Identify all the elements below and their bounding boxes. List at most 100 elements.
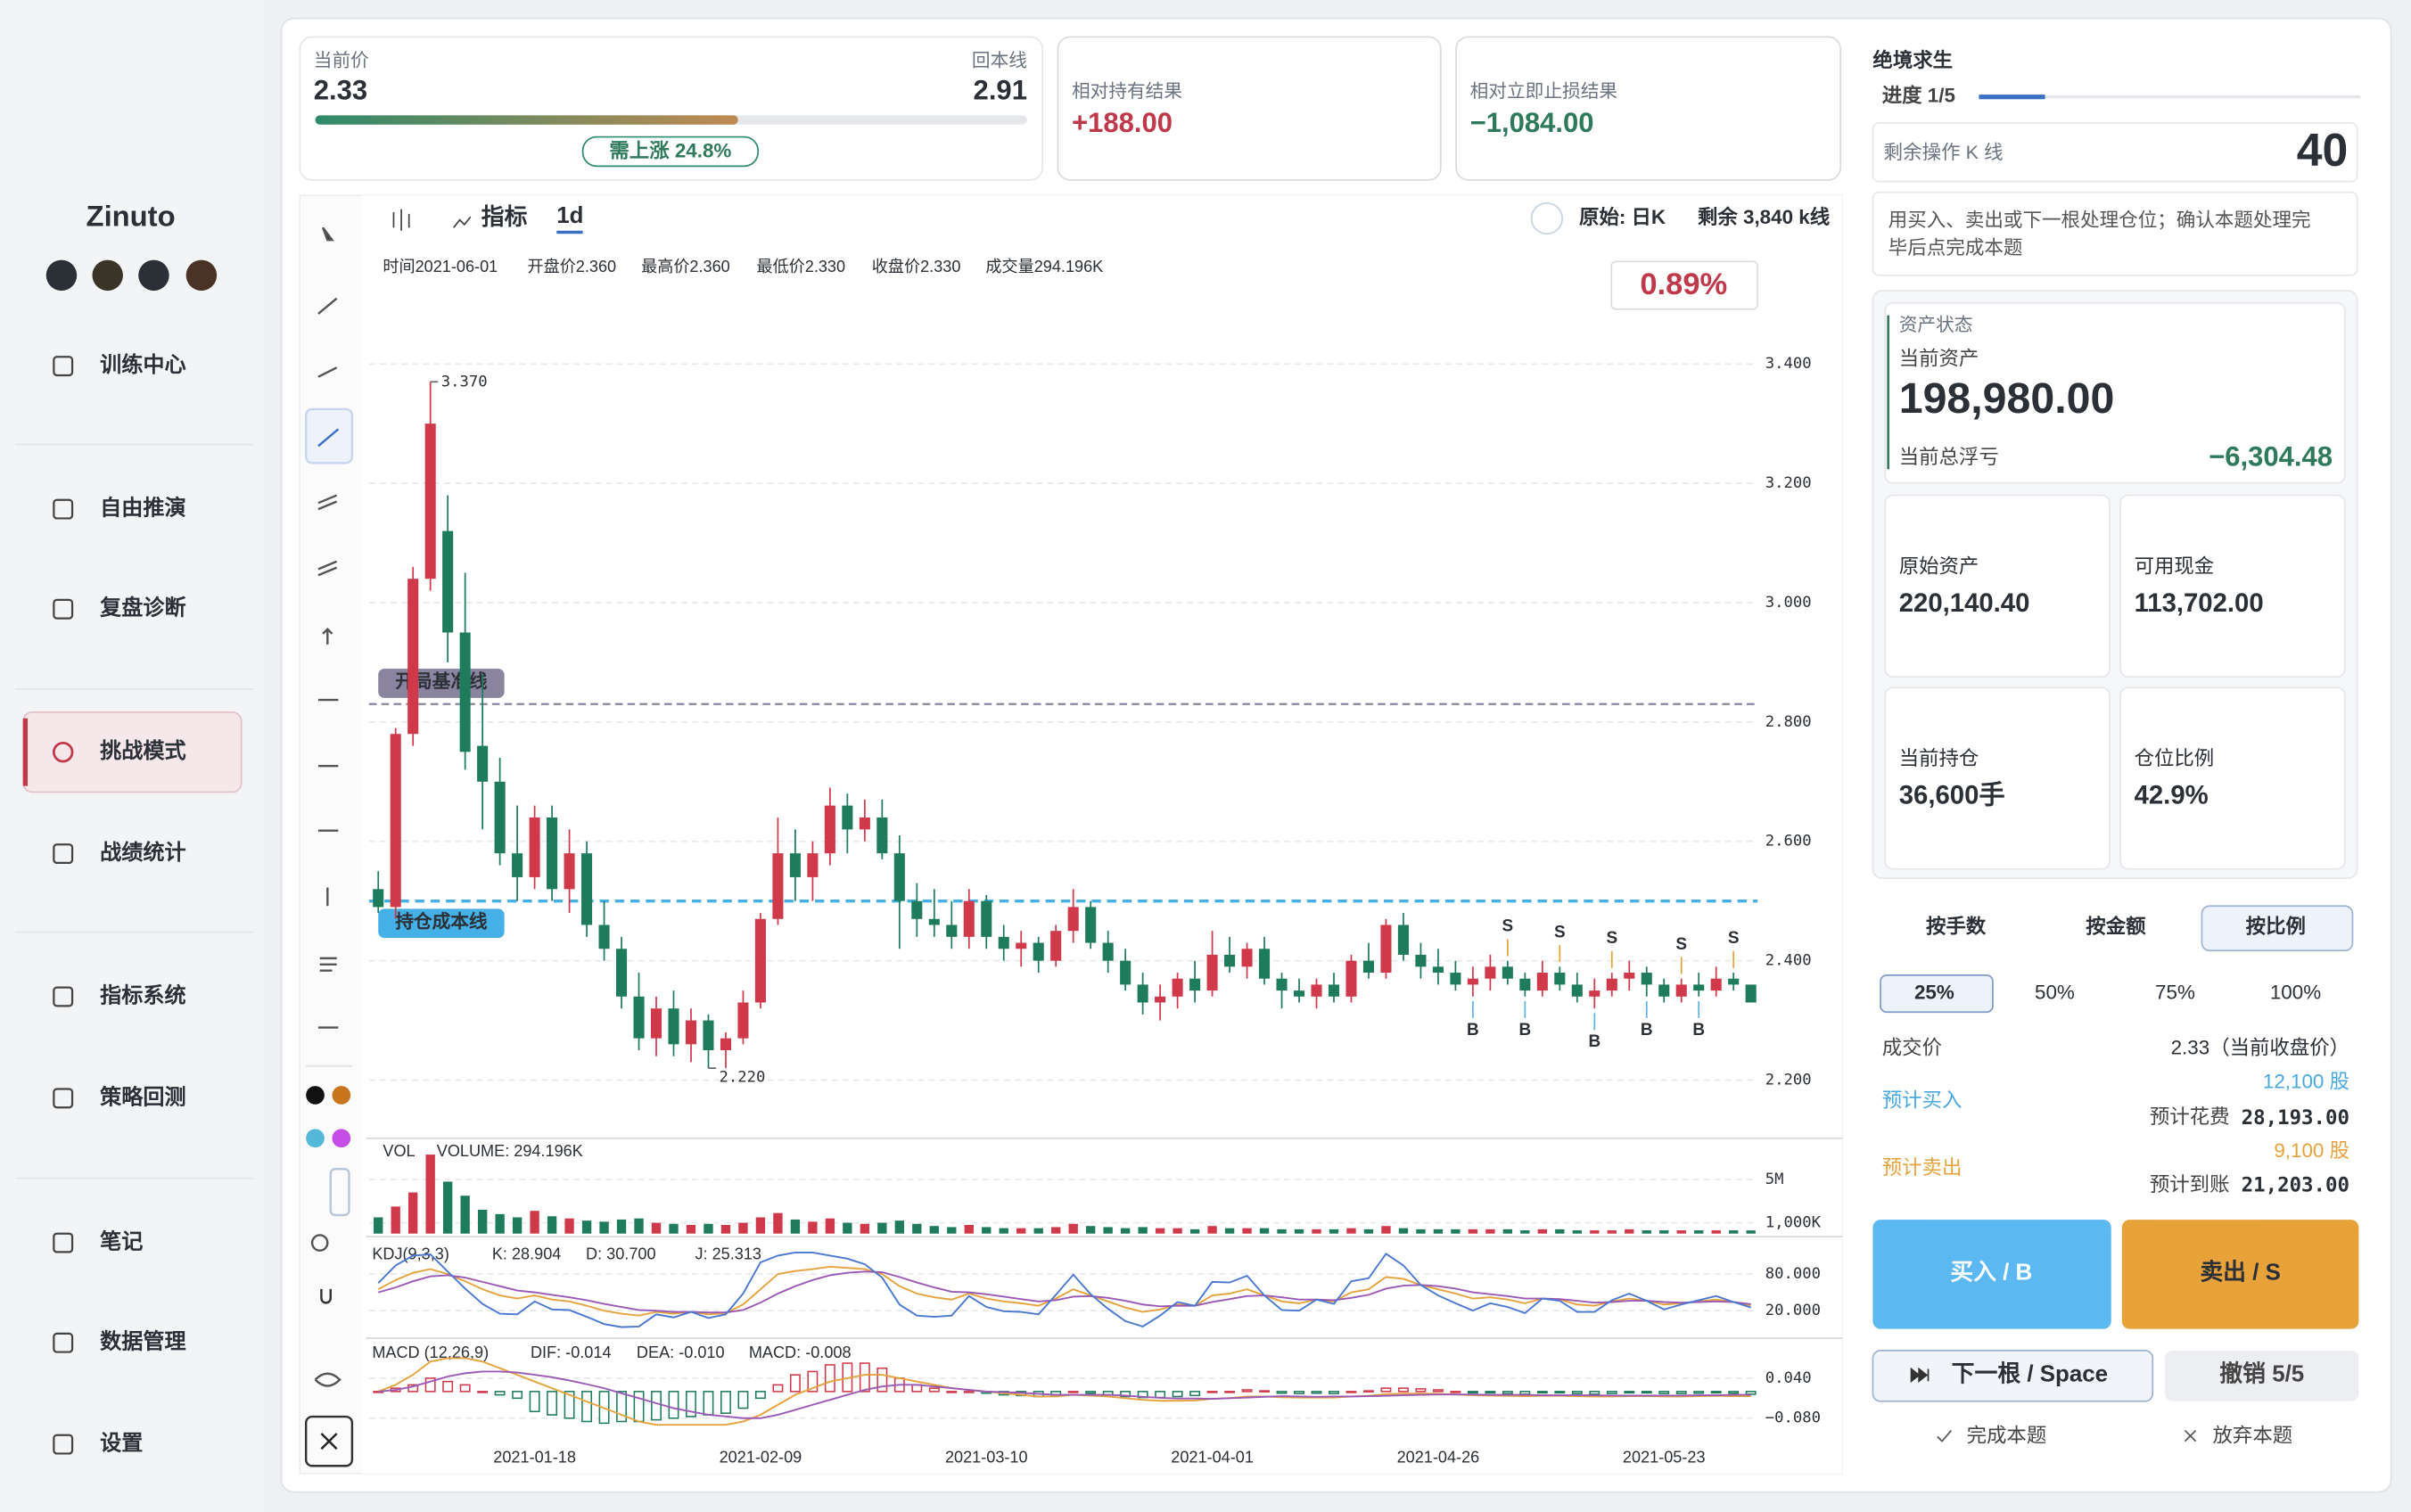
candle-body <box>1241 949 1253 967</box>
volume-bar <box>1016 1228 1026 1234</box>
macd-bar <box>1728 1391 1740 1394</box>
sell-button[interactable] <box>2121 1220 2359 1329</box>
candle-body <box>1328 984 1340 997</box>
volume-bar <box>460 1196 470 1234</box>
volume-bar <box>1729 1230 1739 1234</box>
breakeven: 2.91 <box>974 75 1027 106</box>
nav-icon <box>53 1232 74 1253</box>
volume-bar <box>599 1221 609 1234</box>
ratio-tab[interactable]: 50% <box>2035 981 2075 1003</box>
volume-bar <box>860 1223 870 1234</box>
volume-bar <box>1259 1228 1270 1234</box>
legend-entry: J: 25.313 <box>695 1245 761 1263</box>
candle-body <box>1102 942 1114 961</box>
indicator-button[interactable]: 指标 <box>481 204 528 230</box>
volume-bar <box>1625 1228 1634 1234</box>
candle-body <box>1571 984 1583 997</box>
candle-body <box>1432 966 1444 974</box>
info-item: 收盘价2.330 <box>872 258 961 275</box>
mode-tabs: 按手数 按金额 按比例 <box>1926 905 2354 952</box>
macd-bar <box>1380 1387 1392 1393</box>
macd-bar <box>651 1391 662 1421</box>
price-card <box>299 36 1044 181</box>
nav-item[interactable]: 指标系统 <box>100 982 185 1007</box>
nav-item[interactable]: 复盘诊断 <box>99 596 185 620</box>
candle-body <box>1189 978 1201 991</box>
macd-bar <box>720 1391 731 1414</box>
float-pnl: −6,304.48 <box>2209 440 2333 472</box>
change: 0.89% <box>1640 267 1727 301</box>
macd-bar <box>737 1391 749 1409</box>
y-tick-label: 3.400 <box>1765 355 1812 373</box>
macd-bar <box>928 1387 940 1393</box>
source: 原始: 日K <box>1579 205 1666 228</box>
volume-bar <box>1555 1228 1565 1234</box>
ratio-tab[interactable]: 25% <box>1914 981 1954 1003</box>
nav-icon <box>53 843 74 865</box>
nav-item[interactable]: 挑战模式 <box>100 739 185 763</box>
macd-bar <box>807 1370 819 1393</box>
volume-bar <box>547 1216 557 1234</box>
nav-item[interactable]: 数据管理 <box>100 1329 185 1354</box>
macd-bar <box>1294 1391 1304 1394</box>
macd-bar <box>477 1391 489 1393</box>
volume-bar <box>581 1220 592 1234</box>
nav-item[interactable]: 训练中心 <box>100 352 185 377</box>
macd-bar <box>1502 1391 1513 1394</box>
source-icon <box>1530 201 1563 235</box>
period[interactable]: 1d <box>556 203 583 228</box>
nav-item[interactable]: 自由推演 <box>100 495 185 520</box>
candle-body <box>1120 960 1131 985</box>
undo-button[interactable] <box>2165 1350 2359 1401</box>
sell-income: 21,203.00 <box>2242 1174 2349 1197</box>
hold-card <box>1057 36 1442 181</box>
volume-bar <box>495 1213 505 1234</box>
candle-body <box>494 781 506 854</box>
volume-bar <box>1451 1228 1461 1234</box>
macd-bar <box>963 1391 975 1393</box>
volume-bar <box>808 1221 818 1234</box>
macd-bar <box>424 1377 436 1393</box>
legend-entry: MACD: -0.008 <box>749 1344 852 1361</box>
ratio-tab[interactable]: 75% <box>2155 981 2195 1003</box>
volume-bar <box>1120 1228 1131 1234</box>
nav-item[interactable]: 策略回测 <box>100 1084 185 1109</box>
candle-body <box>1450 973 1461 985</box>
candle-body <box>1606 978 1617 991</box>
nav-item[interactable]: 笔记 <box>100 1228 143 1253</box>
mode-tab[interactable]: 按手数 <box>1926 914 1987 937</box>
remaining-bars: 剩余 3,840 k线 <box>1698 205 1831 228</box>
abandon-button[interactable]: 放弃本题 <box>2213 1424 2293 1446</box>
volume-bar <box>634 1218 644 1234</box>
volume-bar <box>530 1211 539 1234</box>
macd-bar <box>1397 1387 1409 1393</box>
label: 剩余操作 K 线 <box>1884 141 2004 163</box>
macd-bar <box>1519 1391 1531 1395</box>
macd-bar <box>824 1364 835 1393</box>
stop-card <box>1455 36 1842 181</box>
hold-result: +188.00 <box>1072 107 1173 138</box>
macd-bar <box>1554 1391 1566 1394</box>
candle-body <box>807 853 819 877</box>
volume-bar <box>686 1225 696 1234</box>
candle-body <box>564 853 575 890</box>
buy-button[interactable] <box>1872 1220 2111 1329</box>
candle-body <box>581 853 593 925</box>
nav-item[interactable]: 战绩统计 <box>100 840 185 865</box>
mode-tab[interactable]: 按金额 <box>2086 914 2146 937</box>
tab-active <box>1880 974 1994 1014</box>
macd-bar <box>547 1391 558 1416</box>
undo-button-label: 撤销 5/5 <box>2219 1360 2304 1386</box>
finish-button[interactable]: 完成本题 <box>1967 1424 2047 1446</box>
panel-title: VOL <box>383 1142 415 1160</box>
pill <box>581 136 760 168</box>
mode-tab[interactable]: 按比例 <box>2246 914 2306 937</box>
candle-body <box>893 853 905 901</box>
macd-bar <box>1085 1391 1097 1394</box>
ratio-tab[interactable]: 100% <box>2270 981 2321 1003</box>
nav-icon <box>53 598 74 620</box>
next-button[interactable] <box>1872 1349 2154 1402</box>
brand: Zinuto <box>86 200 176 233</box>
nav-item[interactable]: 设置 <box>100 1431 143 1455</box>
